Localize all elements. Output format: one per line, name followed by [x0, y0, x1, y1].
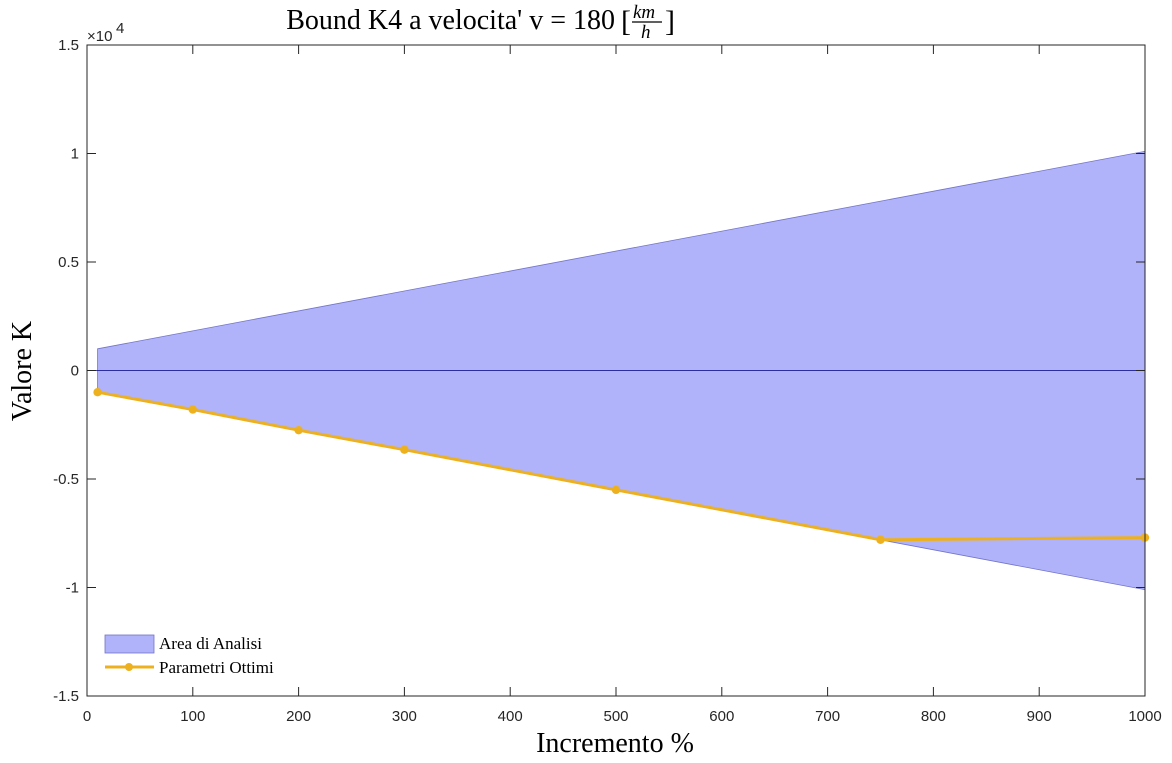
y-tick-label: -1 — [66, 580, 79, 597]
parametri-ottimi-point — [188, 405, 197, 414]
y-axis-exponent-power: 4 — [116, 20, 124, 37]
legend-marker — [125, 663, 133, 671]
legend-area-swatch — [104, 634, 155, 654]
y-tick-label: 1 — [71, 146, 79, 163]
axes: 0 100 200 300 400 500 600 700 800 900 1000 -1.5 -1 -0… — [53, 37, 1162, 725]
y-tick-label: 0 — [71, 363, 79, 380]
x-tick-label: 200 — [286, 708, 311, 725]
parametri-ottimi-point — [93, 388, 102, 397]
x-tick-label: 300 — [392, 708, 417, 725]
y-tick-label: -1.5 — [53, 688, 79, 705]
title-unit-denominator: h — [641, 22, 651, 43]
y-axis-title: Valore K — [7, 321, 38, 421]
legend-label-line: Parametri Ottimi — [159, 658, 274, 677]
parametri-ottimi-point — [876, 535, 885, 544]
parametri-ottimi-point — [294, 425, 303, 435]
y-tick-label: 0.5 — [58, 254, 79, 271]
svg-text:]: ] — [665, 5, 675, 38]
x-tick-label: 700 — [815, 708, 840, 725]
x-tick-label: 100 — [180, 708, 205, 725]
y-axis-exponent: ×10 4 — [87, 20, 124, 45]
y-tick-label: 1.5 — [58, 37, 79, 54]
y-tick-label: -0.5 — [53, 471, 79, 488]
y-axis-exponent-base: ×10 — [87, 28, 112, 45]
x-tick-label: 400 — [498, 708, 523, 725]
svg-text:[: [ — [621, 5, 631, 38]
x-tick-label: 500 — [603, 708, 628, 725]
x-tick-label: 800 — [921, 708, 946, 725]
x-axis-title: Incremento % — [536, 728, 694, 759]
legend: Area di Analisi Parametri Ottimi — [104, 634, 274, 677]
parametri-ottimi-point — [400, 445, 409, 454]
legend-label-area: Area di Analisi — [159, 634, 262, 653]
chart-title: Bound K4 a velocita' v = 180 — [286, 5, 615, 36]
x-tick-label: 600 — [709, 708, 734, 725]
title-unit: [ km h ] — [621, 2, 675, 43]
x-tick-label: 1000 — [1128, 708, 1161, 725]
x-tick-label: 900 — [1027, 708, 1052, 725]
title-unit-numerator: km — [633, 2, 655, 23]
parametri-ottimi-point — [611, 485, 621, 495]
x-tick-label: 0 — [83, 708, 91, 725]
